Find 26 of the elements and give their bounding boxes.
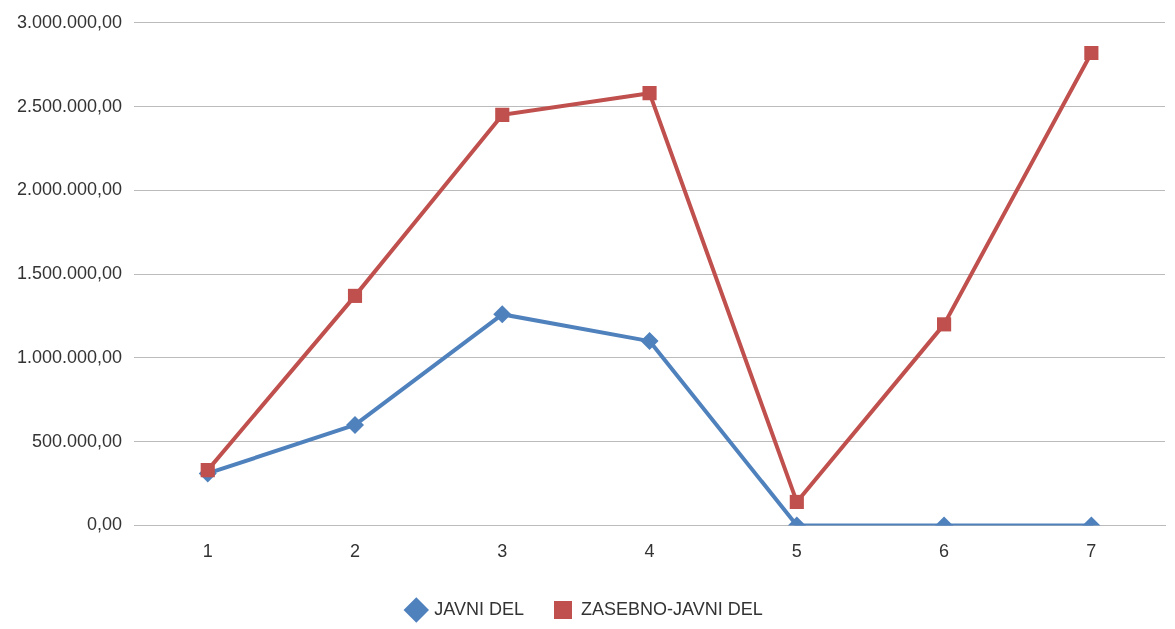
point: [789, 494, 804, 510]
point: [1084, 45, 1099, 61]
x-tick-label: 7: [1086, 541, 1097, 562]
y-tick-label: 500.000,00: [32, 430, 123, 451]
point: [347, 288, 363, 303]
x-tick-label: 1: [202, 541, 213, 562]
point: [937, 317, 952, 332]
point: [642, 86, 657, 101]
point: [495, 107, 510, 123]
y-tick-label: 1.000.000,00: [16, 346, 123, 367]
y-tick-label: 0,00: [87, 514, 123, 535]
point: [640, 332, 659, 351]
legend-label: ZASEBNO-JAVNI DEL: [580, 598, 763, 619]
x-tick-label: 6: [939, 541, 950, 562]
point: [493, 305, 512, 324]
x-tick-label: 3: [497, 541, 508, 562]
x-tick-label: 5: [791, 541, 802, 562]
x-tick-label: 2: [350, 541, 361, 562]
y-tick-label: 2.500.000,00: [16, 95, 123, 116]
x-tick-label: 4: [644, 541, 655, 562]
legend-label: JAVNI DEL: [434, 598, 524, 619]
point: [200, 463, 215, 478]
y-tick-label: 3.000.000,00: [16, 11, 123, 32]
point: [346, 415, 365, 434]
y-tick-label: 2.000.000,00: [16, 179, 123, 200]
y-tick-label: 1.500.000,00: [16, 263, 123, 284]
